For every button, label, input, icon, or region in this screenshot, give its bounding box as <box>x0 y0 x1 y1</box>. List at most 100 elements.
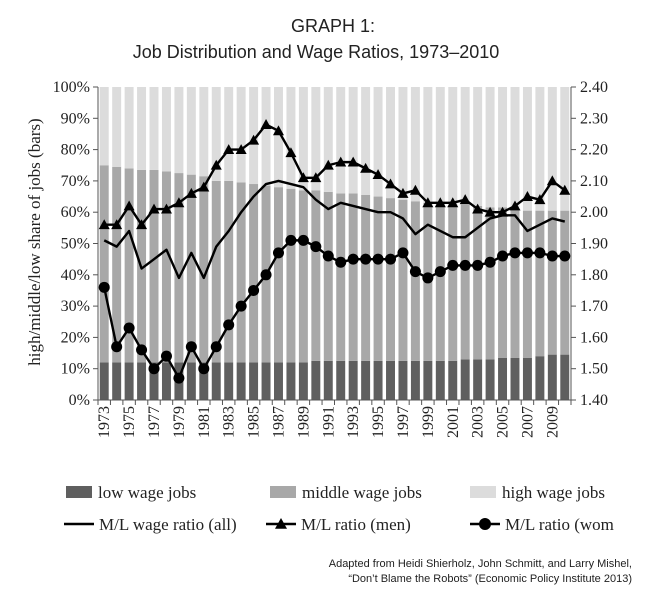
bar-middle-1978 <box>161 171 171 363</box>
line-point-1-1982 <box>210 159 222 170</box>
bar-middle-2001 <box>448 204 458 361</box>
x-tick-label: 1997 <box>395 406 412 438</box>
legend-label-high: high wage jobs <box>502 483 605 502</box>
bar-middle-1987 <box>274 187 283 363</box>
line-point-2-1984 <box>235 300 247 312</box>
bar-middle-1974 <box>112 166 122 363</box>
x-tick-label: 1983 <box>221 406 238 438</box>
bar-middle-1996 <box>386 198 395 361</box>
source-line-2: “Don’t Blame the Robots” (Economic Polic… <box>348 573 632 585</box>
bar-low-2003 <box>473 359 483 400</box>
chart-title: GRAPH 1: <box>291 16 375 36</box>
y2-tick-label: 1.90 <box>580 236 608 253</box>
bar-high-2009 <box>547 87 557 211</box>
legend-swatch-high <box>470 486 496 498</box>
bar-low-2004 <box>485 359 495 400</box>
line-series-1 <box>104 123 566 226</box>
legend-label-low: low wage jobs <box>98 483 196 502</box>
line-layer <box>98 119 571 384</box>
x-tick-label: 1979 <box>171 406 188 438</box>
bar-low-2002 <box>460 359 470 400</box>
line-point-1-1989 <box>297 172 309 183</box>
line-point-1-1994 <box>360 162 372 173</box>
bar-high-1979 <box>174 87 184 174</box>
x-tick-label: 1975 <box>121 406 138 438</box>
bar-high-1981 <box>199 87 209 177</box>
line-point-1-1992 <box>335 156 347 167</box>
bar-middle-1991 <box>323 191 333 361</box>
line-point-1-1997 <box>397 187 409 198</box>
line-point-1-1988 <box>285 147 297 158</box>
bar-low-1983 <box>224 362 234 400</box>
line-point-1-1979 <box>173 197 185 208</box>
x-tick-label: 2005 <box>495 406 512 438</box>
y-tick-label: 80% <box>61 142 90 159</box>
bar-high-1998 <box>410 87 420 202</box>
legend-marker-2 <box>479 518 491 530</box>
x-tick-label: 2001 <box>445 406 462 438</box>
bar-low-1978 <box>161 362 171 400</box>
line-point-2-2004 <box>484 256 496 268</box>
bar-middle-1997 <box>398 199 408 361</box>
bar-low-2009 <box>547 354 557 400</box>
line-point-2-1998 <box>409 266 421 278</box>
bar-high-1982 <box>211 87 221 181</box>
line-point-2-1981 <box>198 363 210 375</box>
bar-low-2007 <box>522 357 532 400</box>
legend-label-line-1: M/L ratio (men) <box>301 515 411 534</box>
y2-tick-label: 1.60 <box>580 329 608 346</box>
x-tick-label: 1981 <box>196 406 213 438</box>
x-tick-label: 1987 <box>270 406 287 438</box>
line-point-1-1987 <box>272 125 284 136</box>
x-tick-label: 1995 <box>370 406 387 438</box>
bar-middle-2007 <box>522 210 532 358</box>
x-tick-label: 1977 <box>146 406 163 438</box>
bar-high-1984 <box>236 87 246 183</box>
y-tick-label: 70% <box>61 173 90 190</box>
bar-low-1998 <box>410 360 420 400</box>
bar-low-1981 <box>199 362 209 400</box>
line-point-2-1995 <box>372 253 384 265</box>
bar-middle-1998 <box>410 201 420 361</box>
y2-tick-label: 2.20 <box>580 142 608 159</box>
bar-low-1990 <box>311 360 321 400</box>
line-point-1-1996 <box>385 178 397 189</box>
bar-high-1997 <box>398 87 408 200</box>
line-point-2-1975 <box>123 322 135 334</box>
bar-high-2003 <box>473 87 483 206</box>
bar-high-1975 <box>124 87 134 169</box>
x-tick-label: 1999 <box>420 406 437 438</box>
bar-middle-1988 <box>286 188 296 363</box>
line-point-1-1990 <box>310 172 322 183</box>
x-tick-label: 2009 <box>544 406 561 438</box>
line-point-1-1986 <box>260 119 272 129</box>
bar-low-1984 <box>236 362 246 400</box>
line-point-2-2003 <box>472 259 484 271</box>
x-tick-label: 1985 <box>246 406 263 438</box>
bar-high-2008 <box>535 87 545 211</box>
line-point-2-1993 <box>347 253 359 265</box>
line-point-1-1991 <box>322 159 334 170</box>
bar-middle-1973 <box>99 165 109 363</box>
legend-label-line-0: M/L wage ratio (all) <box>99 515 237 534</box>
bar-low-1997 <box>398 360 408 400</box>
y-tick-label: 100% <box>53 79 90 96</box>
bar-high-1989 <box>298 87 308 191</box>
line-point-2-1978 <box>160 350 172 362</box>
legend-marker-1 <box>275 518 287 529</box>
line-point-1-1973 <box>98 219 110 230</box>
y-tick-label: 30% <box>61 298 90 315</box>
bar-middle-2004 <box>485 207 495 360</box>
y2-tick-label: 1.40 <box>580 392 608 409</box>
y2-tick-label: 2.40 <box>580 79 608 96</box>
line-point-1-2008 <box>534 194 546 205</box>
line-point-2-2008 <box>534 247 546 259</box>
bar-middle-2009 <box>547 210 557 355</box>
bar-high-1977 <box>149 87 159 170</box>
x-tick-label: 1993 <box>345 406 362 438</box>
bar-high-2005 <box>498 87 508 208</box>
bar-middle-1981 <box>199 176 209 363</box>
bar-low-1975 <box>124 362 134 400</box>
bar-middle-1983 <box>224 180 234 363</box>
chart-subtitle: Job Distribution and Wage Ratios, 1973–2… <box>133 42 500 62</box>
